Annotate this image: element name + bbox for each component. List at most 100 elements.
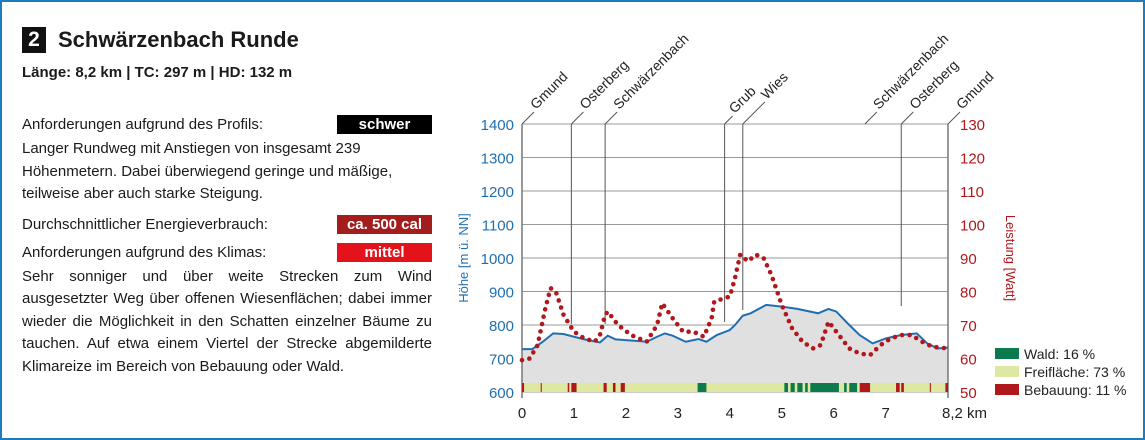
landuse-segment-wald — [849, 383, 858, 392]
y2-tick-label: 80 — [960, 285, 977, 302]
legend-swatch — [995, 366, 1019, 377]
x-tick-label: 2 — [622, 405, 630, 422]
power-dot — [546, 292, 552, 298]
power-dot — [710, 307, 716, 313]
legend-label: Bebauung: 11 % — [1024, 382, 1127, 398]
y-tick-label: 600 — [489, 385, 514, 402]
landuse-segment-bebauung — [945, 383, 948, 392]
y2-tick-label: 110 — [960, 184, 984, 201]
landuse-segment-bebauung — [571, 383, 577, 392]
power-dot — [777, 298, 783, 303]
power-dot — [569, 325, 574, 330]
power-dot — [618, 325, 624, 330]
place-leader — [604, 111, 618, 125]
power-dot — [934, 344, 939, 350]
power-dot — [655, 319, 661, 325]
power-dot — [885, 337, 891, 343]
profile-row: Anforderungen aufgrund des Profils: schwe… — [22, 115, 432, 134]
power-dot — [554, 291, 559, 296]
landuse-segment-wald — [797, 383, 803, 392]
landuse-segment-wald — [844, 383, 847, 392]
power-dot — [842, 340, 848, 346]
landuse-segment-bebauung — [929, 383, 931, 392]
place-label: Gmund — [527, 68, 571, 112]
x-tick-label: 8,2 km — [942, 405, 987, 422]
power-dot — [775, 290, 781, 296]
x-tick-label: 0 — [518, 405, 526, 422]
power-dot — [657, 312, 662, 317]
place-leader — [724, 115, 733, 125]
power-dot — [767, 269, 773, 275]
landuse-segment-bebauung — [901, 383, 904, 392]
power-dot — [556, 298, 562, 303]
y-tick-label: 1000 — [481, 251, 514, 268]
landuse-segment-bebauung — [567, 383, 570, 392]
place-label: Wies — [758, 69, 791, 102]
power-dot — [780, 305, 786, 310]
power-dot — [725, 294, 730, 300]
profile-text: Langer Rundweg mit Anstiegen von insgesa… — [22, 140, 393, 202]
place-leader — [571, 111, 584, 125]
power-dot — [666, 309, 671, 315]
landuse-segment-wald — [790, 383, 795, 392]
legend-label: Freifläche: 73 % — [1024, 364, 1125, 380]
power-dot — [786, 318, 792, 324]
power-dot — [648, 332, 654, 338]
y2-tick-label: 130 — [960, 117, 985, 134]
y2-axis-title: Leistung [Watt] — [1003, 215, 1018, 301]
power-dot — [794, 331, 799, 337]
y2-tick-label: 100 — [960, 218, 985, 235]
power-dot — [783, 311, 789, 317]
route-number: 2 — [22, 27, 46, 53]
power-dot — [652, 326, 658, 331]
power-dot — [586, 337, 592, 343]
legend-swatch — [995, 348, 1019, 359]
power-dot — [604, 310, 609, 316]
elevation-area — [522, 304, 948, 392]
climate-badge: mittel — [337, 242, 432, 262]
power-dot — [670, 315, 675, 321]
power-dot — [748, 256, 754, 261]
power-dot — [854, 349, 859, 355]
power-dot — [825, 322, 830, 327]
power-dot — [538, 329, 543, 334]
x-tick-label: 5 — [778, 405, 786, 422]
landuse-segment-wald — [784, 383, 788, 392]
climate-label: Anforderungen aufgrund des Klimas: — [22, 243, 267, 261]
power-dot — [565, 318, 570, 324]
power-dot — [531, 350, 536, 355]
power-dot — [700, 333, 705, 339]
landuse-segment-bebauung — [540, 383, 542, 392]
power-dot — [789, 325, 795, 331]
landuse-segment-wald — [810, 383, 839, 392]
y2-tick-label: 70 — [960, 318, 977, 335]
power-dot — [734, 267, 740, 272]
power-dot — [624, 329, 630, 335]
power-dot — [558, 305, 564, 310]
power-dot — [822, 329, 828, 334]
y-tick-label: 800 — [489, 318, 514, 335]
power-dot — [761, 256, 767, 261]
y2-tick-label: 120 — [960, 151, 985, 168]
place-label: Gmund — [953, 68, 997, 112]
power-dot — [773, 283, 778, 289]
power-dot — [644, 339, 650, 344]
power-dot — [868, 352, 874, 357]
power-dot — [743, 256, 748, 262]
power-dot — [548, 286, 554, 291]
landuse-segment-bebauung — [859, 383, 871, 392]
place-label: Grub — [725, 83, 758, 116]
x-tick-label: 6 — [830, 405, 838, 422]
power-dot — [674, 321, 680, 327]
landuse-freiflaeche — [522, 383, 948, 392]
power-dot — [703, 328, 709, 334]
power-dot — [527, 356, 532, 361]
power-dot — [804, 342, 810, 347]
power-dot — [534, 343, 540, 349]
power-dot — [718, 297, 723, 302]
power-dot — [920, 339, 925, 345]
power-dot — [927, 342, 932, 348]
power-dot — [879, 341, 885, 347]
power-dot — [679, 327, 685, 333]
